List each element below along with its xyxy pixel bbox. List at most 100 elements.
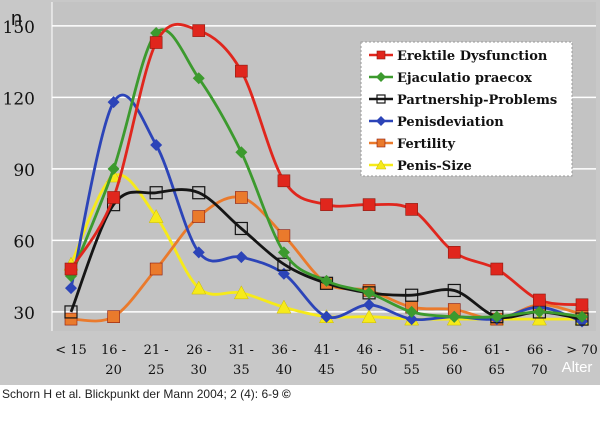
legend-label: Penis-Size [397,159,472,174]
x-tick-label: 35 [233,363,250,378]
data-point [65,282,77,295]
y-tick-label: 30 [13,304,35,324]
data-point [405,203,418,216]
series-group [63,23,590,328]
x-tick-label: 26 - [186,343,211,358]
data-point [576,310,588,323]
y-axis-title: n [11,8,22,30]
data-point [235,146,248,159]
data-point [235,251,248,264]
data-point [192,210,206,223]
data-point [447,246,461,259]
x-tick-label: 70 [531,363,548,378]
x-tick-label: 20 [105,363,122,378]
data-point [448,310,461,323]
legend-label: Erektile Dysfunction [397,49,548,64]
data-point [531,311,547,326]
data-point [320,198,333,211]
chart-area: 30 60 90 120 150 < 15 16 - 20 21 - 25 26 - 30 31 - 3… [0,0,600,385]
x-tick-label: 16 - [101,343,126,358]
data-point [375,159,387,170]
data-point [376,116,386,126]
data-point [405,313,418,326]
data-point [235,191,248,204]
legend-item: Penisdeviation [369,115,504,130]
x-tick-label: 56 - [442,343,467,358]
y-tick-label: 150 [3,18,35,38]
data-point [277,174,291,188]
legend: Erektile Dysfunction Ejaculatio praecox Pa… [360,41,573,177]
data-point [277,246,290,259]
legend-box [360,41,573,177]
legend-item: Partnership-Problems [369,93,557,108]
data-point [234,221,248,236]
x-tick-label: 61 - [484,343,509,358]
legend-item: Ejaculatio praecox [369,71,532,86]
y-tick-label: 60 [13,232,35,252]
data-point [277,229,291,242]
data-point [148,209,164,223]
data-point [149,36,163,49]
x-tick-label: 21 - [144,343,169,358]
data-point [192,246,205,259]
data-point [149,186,163,200]
data-point [575,298,589,312]
legend-label: Partnership-Problems [397,93,557,108]
data-point [490,262,504,276]
y-tick-label: 90 [13,161,35,181]
data-point [533,305,546,318]
x-tick-label: 36 - [271,343,296,358]
data-point [405,288,419,302]
x-tick-label: 30 [190,363,207,378]
data-point [376,50,386,60]
legend-item: Erektile Dysfunction [369,49,548,64]
legend-label: Fertility [397,137,455,152]
data-point [362,198,376,211]
x-tick-label: 51 - [399,343,424,358]
x-tick-label: 50 [361,363,378,378]
y-tick-label: 120 [3,89,35,109]
data-point [64,305,78,319]
data-point [107,162,120,175]
x-axis: < 15 16 - 20 21 - 25 26 - 30 31 - 35 36 - 40 41 - 45… [55,343,598,378]
data-point [192,72,205,85]
data-point [191,280,207,295]
series-line [69,28,583,319]
data-point [533,293,546,307]
x-tick-label: > 70 [566,343,598,358]
y-axis: 30 60 90 120 150 [3,2,53,331]
data-point [276,299,292,314]
legend-label: Penisdeviation [397,115,504,130]
data-point [64,312,78,326]
data-point [490,310,503,323]
x-tick-label: 31 - [229,343,254,358]
data-point [405,305,418,318]
x-tick-label: 25 [148,363,165,378]
x-tick-label: 65 [489,363,506,378]
data-point [376,138,386,148]
legend-item: Penis-Size [369,159,472,174]
legend-label: Ejaculatio praecox [397,71,532,86]
data-point [376,94,386,104]
data-point [107,310,120,323]
citation: Schorn H et al. Blickpunkt der Mann 2004… [2,387,291,401]
data-point [363,286,376,299]
x-tick-label: 60 [446,363,463,378]
data-point [192,186,206,200]
data-point [107,96,120,109]
x-axis-title: Alter [562,359,593,376]
data-point [233,285,249,300]
x-tick-label: 66 - [527,343,552,358]
data-point [361,309,377,323]
data-point [320,274,333,287]
series-erektile-dysfunction [64,23,589,312]
x-tick-label: < 15 [55,343,87,358]
data-point [150,139,163,152]
x-tick-label: 55 [403,363,420,378]
data-point [320,310,333,323]
series-ejaculatio-praecox [65,26,588,323]
data-point [235,64,248,78]
data-point [363,298,376,311]
data-point [149,262,163,276]
x-tick-label: 41 - [314,343,339,358]
